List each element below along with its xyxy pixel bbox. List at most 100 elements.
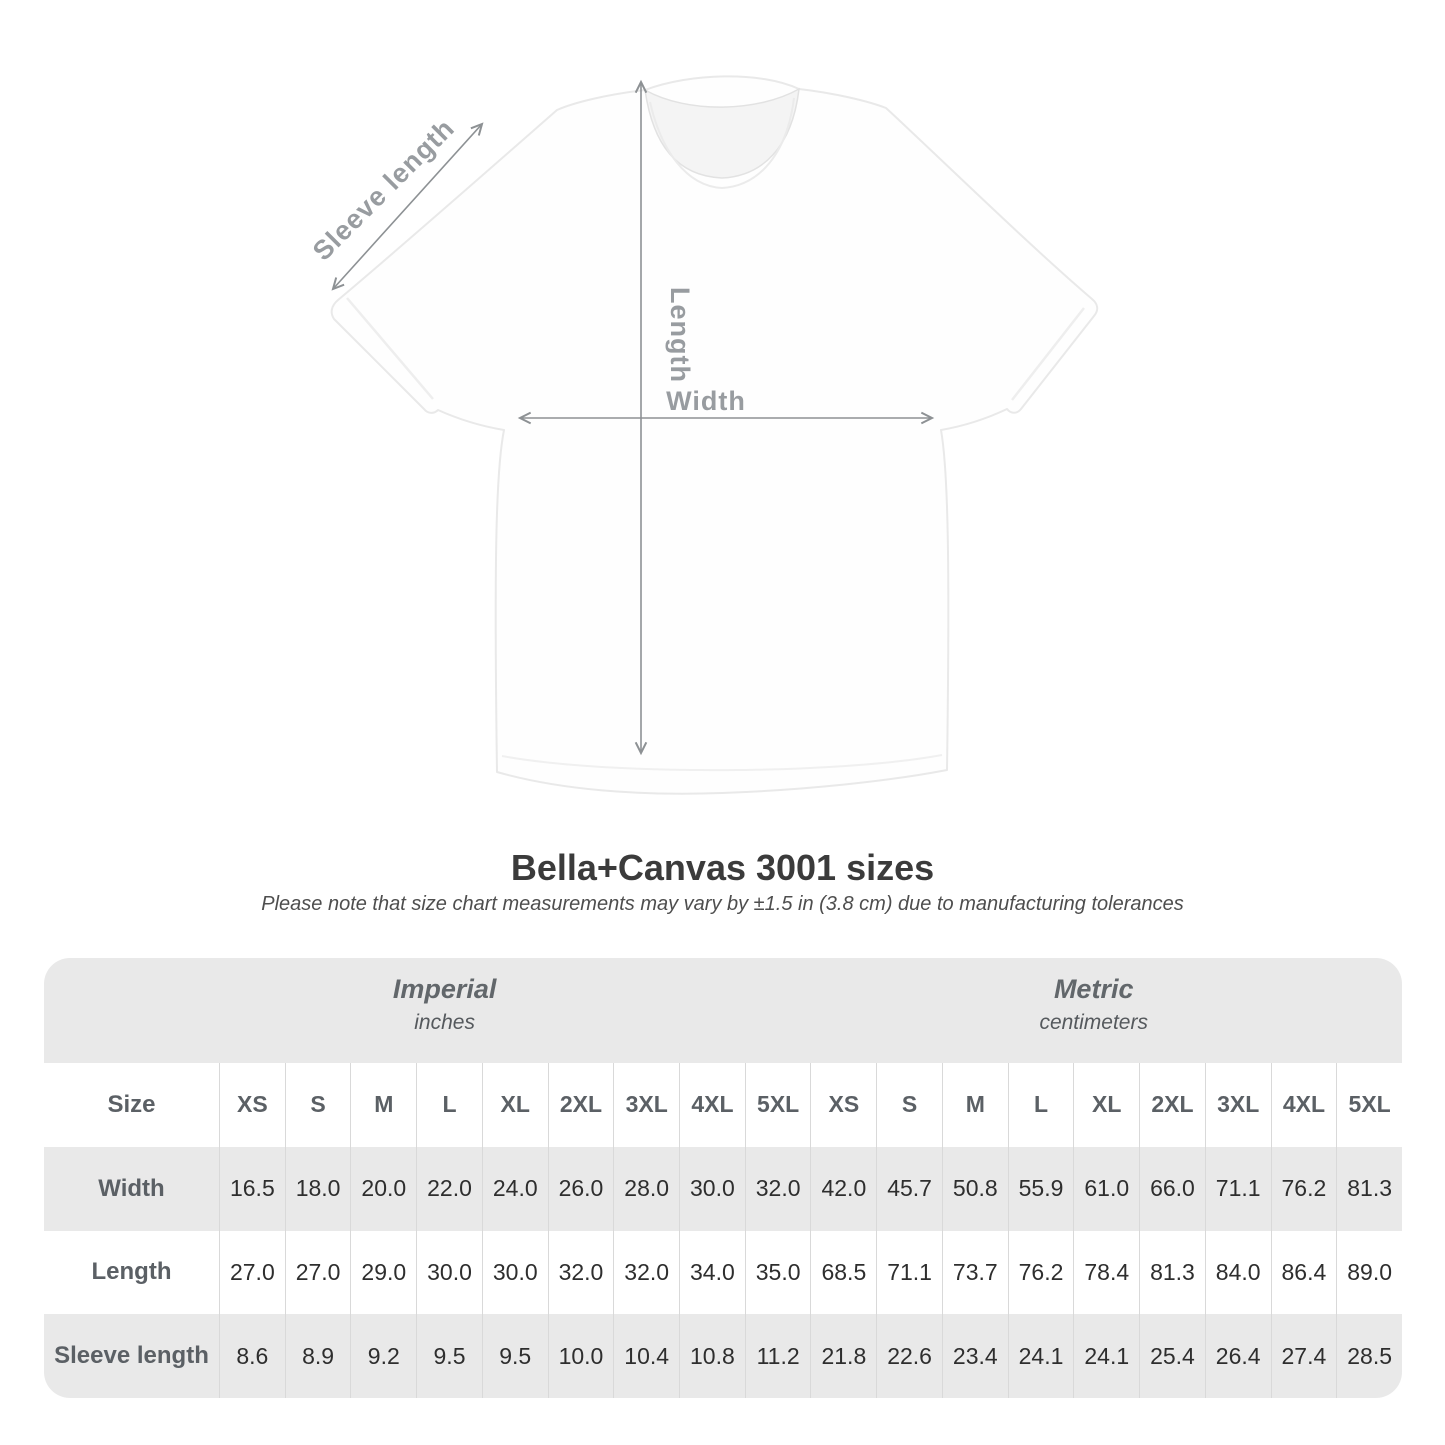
size-value-metric: 27.4 [1270, 1314, 1337, 1398]
size-value-imperial: 24.0 [481, 1146, 548, 1231]
size-value-metric: 61.0 [1073, 1146, 1139, 1231]
size-value-metric: 28.5 [1336, 1314, 1402, 1398]
size-value-metric: 81.3 [1336, 1146, 1402, 1231]
size-value-metric: 22.6 [876, 1314, 942, 1398]
size-value-metric: 86.4 [1270, 1230, 1337, 1315]
size-header-imperial: 4XL [679, 1063, 745, 1147]
size-value-imperial: 22.0 [416, 1146, 482, 1231]
tolerance-note: Please note that size chart measurements… [261, 893, 1184, 915]
size-value-metric: 76.2 [1270, 1146, 1337, 1231]
size-corner-header: Size [107, 1090, 156, 1118]
width-label: Width [666, 386, 746, 416]
size-header-imperial: 5XL [744, 1063, 811, 1147]
size-value-imperial: 9.5 [416, 1314, 482, 1398]
left-cuff-seam [346, 297, 434, 400]
size-value-imperial: 29.0 [350, 1230, 416, 1315]
sleeve-length-arrow [331, 122, 484, 291]
size-value-imperial: 9.2 [350, 1314, 416, 1398]
size-value-imperial: 27.0 [219, 1230, 285, 1315]
metric-group-header: Metric centimeters [1039, 975, 1148, 1035]
size-value-metric: 45.7 [876, 1146, 942, 1231]
size-value-metric: 89.0 [1336, 1230, 1402, 1315]
size-header-imperial: S [284, 1063, 351, 1147]
size-value-imperial: 11.2 [744, 1314, 811, 1398]
measurement-row: Width 16.5 18.0 20.0 22.0 24.0 26.0 28.0 30.0 32.… [44, 1146, 1402, 1231]
imperial-unit: inches [414, 1011, 475, 1034]
length-label: Length [665, 287, 695, 383]
size-value-metric: 66.0 [1139, 1146, 1205, 1231]
size-value-metric: 55.9 [1007, 1146, 1074, 1231]
size-value-metric: 71.1 [876, 1230, 942, 1315]
tshirt-diagram: Sleeve length Length Width [307, 75, 1099, 795]
tshirt-outline [330, 75, 1099, 795]
size-header-metric: M [941, 1063, 1008, 1147]
collar-seam [649, 97, 795, 190]
size-table-grid: Size XS S M L XL 2XL 3XL 4XL 5XL XS S M L XL 2XL 3XL 4XL 5… [44, 1063, 1402, 1398]
size-value-metric: 78.4 [1073, 1230, 1139, 1315]
row-label: Width [98, 1174, 165, 1202]
size-value-imperial: 18.0 [284, 1146, 351, 1231]
size-value-imperial: 26.0 [547, 1146, 614, 1231]
size-header-metric: 2XL [1139, 1063, 1205, 1147]
size-value-metric: 50.8 [941, 1146, 1008, 1231]
size-value-imperial: 10.8 [679, 1314, 745, 1398]
size-value-metric: 76.2 [1007, 1230, 1074, 1315]
size-value-imperial: 32.0 [547, 1230, 614, 1315]
hem-seam [501, 754, 943, 772]
size-value-metric: 68.5 [810, 1230, 876, 1315]
size-header-metric: S [876, 1063, 942, 1147]
size-header-metric: XS [810, 1063, 876, 1147]
imperial-label: Imperial [392, 974, 497, 1004]
size-table: Imperial inches Metric centimeters Size X… [44, 958, 1402, 1398]
size-value-metric: 81.3 [1139, 1230, 1205, 1315]
size-header-imperial: 2XL [547, 1063, 614, 1147]
metric-label: Metric [1053, 974, 1134, 1004]
imperial-group-header: Imperial inches [393, 975, 497, 1035]
size-value-imperial: 27.0 [284, 1230, 351, 1315]
size-header-imperial: M [350, 1063, 416, 1147]
size-header-imperial: XS [219, 1063, 285, 1147]
measurement-row: Sleeve length 8.6 8.9 9.2 9.5 9.5 10.0 10.4 10.8… [44, 1314, 1402, 1398]
size-value-imperial: 34.0 [679, 1230, 745, 1315]
size-value-metric: 24.1 [1007, 1314, 1074, 1398]
size-value-metric: 25.4 [1139, 1314, 1205, 1398]
size-value-metric: 71.1 [1204, 1146, 1271, 1231]
size-value-metric: 84.0 [1204, 1230, 1271, 1315]
size-header-metric: 5XL [1336, 1063, 1402, 1147]
row-label: Length [91, 1258, 172, 1286]
size-value-metric: 26.4 [1204, 1314, 1271, 1398]
size-header-imperial: XL [481, 1063, 548, 1147]
row-label: Sleeve length [54, 1342, 209, 1370]
size-value-imperial: 30.0 [679, 1146, 745, 1231]
size-value-imperial: 10.4 [613, 1314, 679, 1398]
size-header-metric: 3XL [1204, 1063, 1271, 1147]
size-table-header: Imperial inches Metric centimeters [44, 958, 1402, 1063]
size-value-imperial: 32.0 [613, 1230, 679, 1315]
size-value-imperial: 30.0 [416, 1230, 482, 1315]
metric-unit: centimeters [1039, 1011, 1148, 1034]
measurement-row: Length 27.0 27.0 29.0 30.0 30.0 32.0 32.0 34.0 35… [44, 1230, 1402, 1315]
size-value-imperial: 16.5 [219, 1146, 285, 1231]
size-value-metric: 42.0 [810, 1146, 876, 1231]
size-header-row: Size XS S M L XL 2XL 3XL 4XL 5XL XS S M L XL 2XL 3XL 4XL 5… [44, 1063, 1402, 1147]
size-header-imperial: L [416, 1063, 482, 1147]
size-value-imperial: 10.0 [547, 1314, 614, 1398]
size-header-metric: XL [1073, 1063, 1139, 1147]
size-value-imperial: 28.0 [613, 1146, 679, 1231]
size-value-metric: 73.7 [941, 1230, 1008, 1315]
size-value-metric: 23.4 [941, 1314, 1008, 1398]
page-title: Bella+Canvas 3001 sizes [510, 847, 935, 888]
size-value-metric: 24.1 [1073, 1314, 1139, 1398]
right-cuff-seam [1011, 307, 1085, 401]
size-header-imperial: 3XL [613, 1063, 679, 1147]
size-value-imperial: 9.5 [481, 1314, 548, 1398]
size-value-imperial: 35.0 [744, 1230, 811, 1315]
size-value-metric: 21.8 [810, 1314, 876, 1398]
size-value-imperial: 32.0 [744, 1146, 811, 1231]
size-value-imperial: 8.6 [219, 1314, 285, 1398]
size-header-metric: 4XL [1270, 1063, 1337, 1147]
size-header-metric: L [1007, 1063, 1074, 1147]
size-value-imperial: 8.9 [284, 1314, 351, 1398]
size-value-imperial: 20.0 [350, 1146, 416, 1231]
